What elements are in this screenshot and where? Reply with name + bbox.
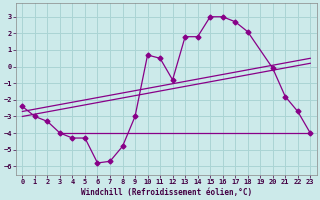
X-axis label: Windchill (Refroidissement éolien,°C): Windchill (Refroidissement éolien,°C) [81,188,252,197]
